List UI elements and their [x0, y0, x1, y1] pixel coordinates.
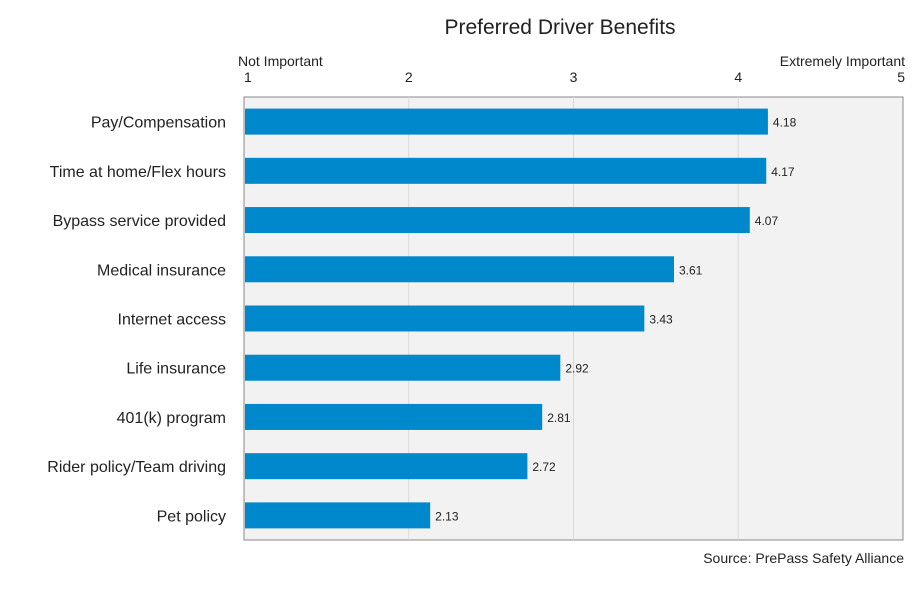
data-label: 4.07: [755, 214, 779, 228]
x-tick-label: 3: [570, 69, 578, 85]
bar: [245, 354, 561, 381]
data-label: 2.13: [435, 509, 459, 523]
data-label: 2.72: [532, 460, 556, 474]
category-label: Life insurance: [126, 361, 226, 378]
data-label: 2.81: [547, 411, 571, 425]
category-label: Pet policy: [157, 508, 226, 525]
x-tick-label: 2: [405, 69, 413, 85]
x-tick-label: 5: [897, 69, 905, 85]
category-label: 401(k) program: [117, 410, 226, 427]
bar: [245, 305, 645, 332]
bar: [245, 403, 543, 430]
bar: [245, 108, 768, 135]
axis-label-left: Not Important: [238, 53, 323, 69]
category-label: Internet access: [118, 312, 227, 329]
bar: [245, 207, 750, 234]
data-label: 3.43: [649, 313, 673, 327]
bar: [245, 502, 431, 529]
category-label: Pay/Compensation: [91, 115, 226, 132]
x-tick-label: 1: [244, 69, 252, 85]
chart-title: Preferred Driver Benefits: [444, 16, 675, 39]
data-label: 2.92: [565, 362, 589, 376]
bar: [245, 157, 767, 184]
category-label: Bypass service provided: [53, 213, 226, 230]
x-tick-label: 4: [734, 69, 742, 85]
source-note: Source: PrePass Safety Alliance: [703, 550, 904, 566]
bar: [245, 256, 674, 283]
axis-label-right: Extremely Important: [780, 53, 905, 69]
data-label: 4.17: [771, 165, 795, 179]
data-label: 4.18: [773, 116, 797, 130]
category-label: Time at home/Flex hours: [50, 164, 226, 181]
data-label: 3.61: [679, 263, 703, 277]
category-label: Medical insurance: [97, 262, 226, 279]
bar: [245, 453, 528, 480]
category-label: Rider policy/Team driving: [47, 459, 226, 476]
